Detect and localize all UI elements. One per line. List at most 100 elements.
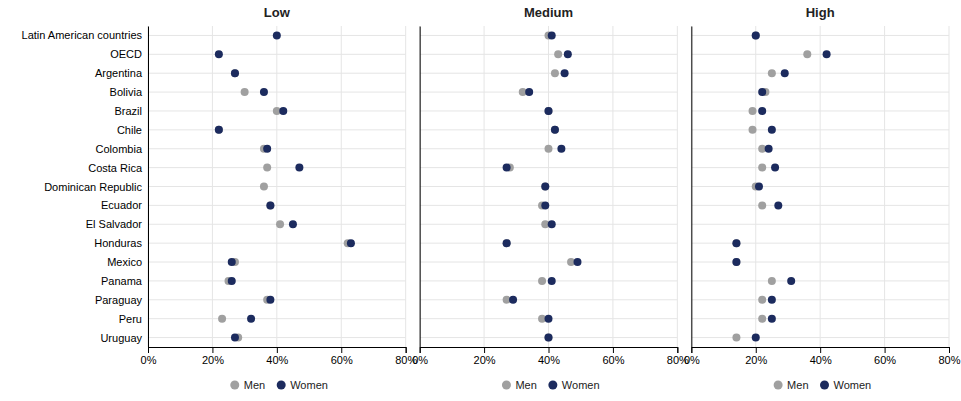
dot	[263, 145, 271, 153]
grid-line-y	[148, 73, 406, 74]
x-tick-mark	[691, 347, 692, 353]
legend: MenWomen	[230, 379, 328, 391]
y-axis	[691, 27, 693, 348]
grid-line-y	[148, 167, 406, 168]
dot	[241, 88, 249, 96]
dot	[758, 88, 766, 96]
grid	[420, 26, 678, 347]
panel: 0%20%40%60%80%Latin American countriesOE…	[22, 5, 418, 391]
grid-line-y	[148, 262, 406, 263]
x-tick: 20%	[474, 347, 496, 366]
dot	[218, 315, 226, 323]
dot	[787, 277, 795, 285]
grid-line-y	[148, 205, 406, 206]
y-tick-label: Ecuador	[101, 199, 142, 211]
y-axis: Latin American countriesOECDArgentinaBol…	[22, 27, 149, 348]
grid-line-y	[691, 337, 949, 338]
y-tick-label: Bolivia	[110, 86, 143, 98]
dot	[732, 239, 740, 247]
dot	[260, 183, 268, 191]
grid-line-y	[420, 299, 678, 300]
y-tick-label: Chile	[117, 124, 142, 136]
x-tick-label: 60%	[874, 354, 896, 366]
dot	[503, 164, 511, 172]
grid-line-y	[148, 280, 406, 281]
grid-line-y	[148, 92, 406, 93]
dot	[545, 334, 553, 342]
legend-swatch	[277, 381, 286, 390]
dot	[755, 183, 763, 191]
dot	[551, 126, 559, 134]
dot	[266, 201, 274, 209]
legend-label: Men	[515, 379, 536, 391]
dot	[768, 126, 776, 134]
x-tick-label: 60%	[331, 354, 353, 366]
panel: 0%20%40%60%80%HighMenWomen	[684, 5, 961, 391]
x-tick-mark	[677, 347, 678, 353]
legend-swatch	[502, 381, 511, 390]
dot	[545, 334, 553, 342]
grid-line-y	[691, 129, 949, 130]
x-tick-label: 0%	[141, 354, 157, 366]
grid-line-y	[148, 129, 406, 130]
panel: 0%20%40%60%80%MediumMenWomen	[412, 5, 689, 391]
legend-label: Women	[834, 379, 872, 391]
dot	[781, 69, 789, 77]
legend-label: Women	[562, 379, 600, 391]
legend: Men Women	[502, 379, 600, 391]
x-axis-line	[420, 348, 678, 354]
dot	[758, 296, 766, 304]
y-tick: Dominican Republic	[44, 181, 148, 193]
grid-line-y	[148, 337, 406, 338]
y-tick: Argentina	[95, 67, 148, 79]
dot	[551, 126, 559, 134]
y-tick-label: Colombia	[96, 143, 143, 155]
y-tick: Panama	[101, 275, 148, 287]
y-tick-label: OECD	[110, 48, 142, 60]
x-tick-mark	[949, 347, 950, 353]
dot	[752, 31, 760, 39]
series	[732, 31, 811, 341]
grid-line-y	[691, 110, 949, 111]
x-tick-mark	[148, 347, 149, 353]
dot	[276, 220, 284, 228]
legend-label: Men	[787, 379, 808, 391]
dot	[231, 334, 239, 342]
y-axis-line	[148, 27, 149, 348]
y-tick: OECD	[110, 48, 148, 60]
x-tick: 20%	[202, 347, 224, 366]
legend-item: Women	[820, 379, 871, 391]
x-tick-mark	[885, 347, 886, 353]
dot	[803, 50, 811, 58]
grid-line-y	[691, 318, 949, 319]
legend-item: Women	[548, 379, 599, 391]
dot	[768, 315, 776, 323]
grid-line-y	[691, 224, 949, 225]
dot	[289, 220, 297, 228]
x-axis-line	[149, 348, 407, 354]
dot	[564, 50, 572, 58]
x-tick-mark	[277, 347, 278, 353]
dot	[771, 164, 779, 172]
x-tick: 60%	[874, 347, 896, 366]
y-tick-label: Uruguay	[100, 332, 142, 344]
x-tick-label: 20%	[745, 354, 767, 366]
chart: 0%20%40%60%80%Latin American countriesOE…	[0, 0, 961, 401]
y-axis-line	[691, 27, 692, 348]
x-tick-mark	[549, 347, 550, 353]
grid-line-y	[420, 129, 678, 130]
y-tick: Honduras	[94, 237, 148, 249]
dot	[273, 31, 281, 39]
x-tick: 80%	[938, 347, 960, 366]
dot	[279, 107, 287, 115]
dot	[541, 183, 549, 191]
grid-line-y	[691, 167, 949, 168]
y-tick: Chile	[117, 124, 148, 136]
legend-item: Men	[230, 379, 265, 391]
y-axis	[419, 27, 421, 348]
x-tick-label: 0%	[684, 354, 700, 366]
dot	[758, 164, 766, 172]
series	[732, 31, 830, 341]
y-tick: Paraguay	[95, 294, 148, 306]
grid-line-y	[148, 148, 406, 149]
